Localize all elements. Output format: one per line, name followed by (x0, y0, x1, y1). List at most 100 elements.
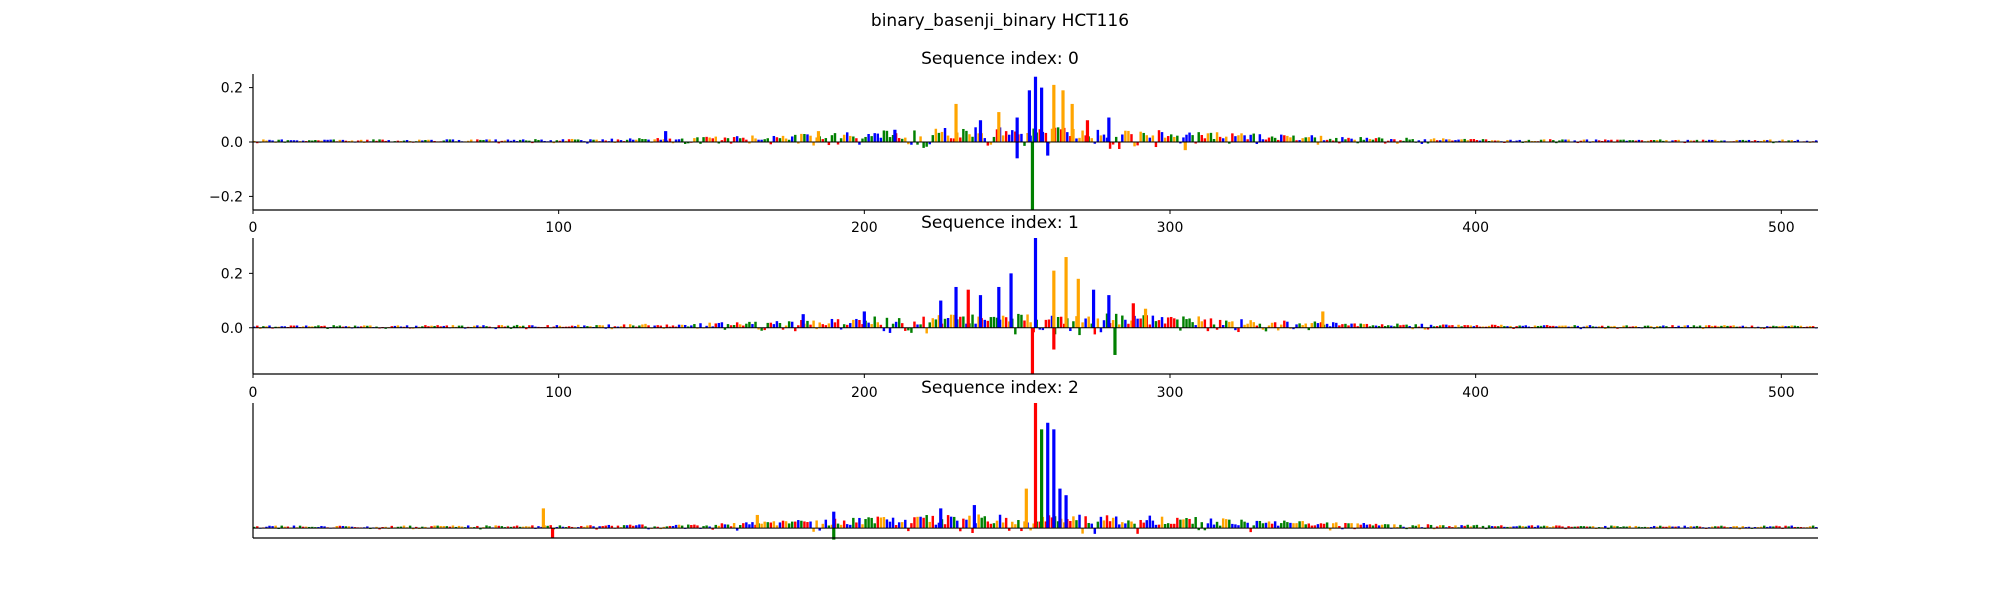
logo-background-letter (1405, 137, 1408, 142)
logo-background-letter (1301, 325, 1304, 328)
panel-title: Sequence index: 0 (921, 49, 1079, 69)
logo-background-letter (1310, 323, 1314, 328)
logo-background-letter (1558, 140, 1561, 142)
logo-background-letter (1267, 325, 1271, 328)
logo-background-letter (913, 517, 916, 529)
logo-background-letter (528, 140, 531, 142)
logo-background-letter (347, 526, 351, 529)
logo-background-letter (1463, 138, 1466, 142)
logo-background-letter (827, 323, 831, 328)
logo-background-letter (861, 524, 864, 529)
logo-background-letter (815, 327, 818, 330)
logo-background-letter (992, 316, 996, 328)
logo-background-letter (952, 138, 956, 142)
logo-background-letter (680, 525, 684, 529)
logo-background-letter (1454, 140, 1457, 142)
logo-background-letter (558, 525, 562, 529)
logo-background-letter (1652, 525, 1656, 529)
logo-background-letter (870, 136, 873, 142)
logo-background-letter (1078, 514, 1081, 529)
logo-background-letter (1020, 133, 1023, 142)
logo-background-letter (1435, 326, 1439, 328)
logo-background-letter (891, 323, 895, 328)
logo-background-letter (1163, 323, 1167, 328)
logo-background-letter (687, 524, 690, 529)
logo-background-letter (577, 324, 580, 328)
logo-peak (1076, 278, 1080, 328)
logo-background-letter (1472, 139, 1476, 142)
logo-background-letter (1481, 326, 1485, 328)
logo-background-letter (509, 526, 513, 529)
logo-background-letter (1466, 524, 1469, 529)
axes: 0 100 200 300 400 500 0.2 0.0 −0.2 (209, 74, 1818, 236)
logo-background-letter (1659, 525, 1662, 529)
logo-background-letter (943, 318, 947, 328)
logo-background-letter (277, 139, 280, 142)
logo-background-letter (855, 318, 858, 328)
logo-background-letter (1735, 326, 1738, 328)
logo-background-letter (1292, 523, 1295, 529)
logo-background-letter (1772, 325, 1775, 328)
logo-background-letter (1090, 323, 1093, 328)
logo-background-letter (653, 325, 656, 328)
logo-background-letter (1414, 324, 1417, 328)
logo-background-letter (1503, 526, 1506, 529)
logo-background-letter (1371, 525, 1375, 529)
y-tick-label: 0.2 (221, 81, 243, 97)
logo-background-letter (849, 524, 852, 529)
logo-background-letter (1744, 527, 1748, 529)
logo-background-letter (1787, 140, 1790, 142)
logo-background-letter (1445, 324, 1448, 328)
logo-background-letter (1289, 327, 1292, 329)
logo-background-letter (515, 324, 519, 328)
logo-background-letter (1261, 327, 1265, 330)
logo-background-letter (1787, 526, 1790, 529)
logo-background-letter (518, 139, 522, 142)
logo-background-letter (632, 139, 635, 142)
logo-background-letter (668, 326, 672, 328)
logo-background-letter (916, 142, 919, 145)
logo-background-letter (1007, 528, 1011, 531)
logo-background-letter (1500, 525, 1503, 529)
logo-background-letter (1469, 139, 1472, 142)
logo-background-letter (1457, 139, 1460, 142)
logo-background-letter (677, 524, 681, 529)
logo-background-letter (445, 526, 449, 529)
logo-background-letter (803, 134, 806, 142)
logo-background-letter (1484, 139, 1488, 142)
logo-background-letter (1613, 525, 1616, 529)
logo-background-letter (421, 526, 424, 529)
logo-background-letter (729, 526, 733, 529)
logo-background-letter (784, 325, 788, 328)
logo-background-letter (1741, 325, 1745, 328)
logo-background-letter (1014, 327, 1017, 335)
logo-background-letter (1549, 325, 1552, 328)
logo-background-letter (717, 142, 721, 144)
logo-background-letter (1494, 526, 1497, 529)
logo-background-letter (531, 142, 534, 144)
logo-background-letter (1460, 139, 1463, 142)
logo-background-letter (1487, 325, 1491, 328)
logo-background-letter (1374, 523, 1378, 529)
logo-background-letter (268, 139, 271, 142)
logo-background-letter (289, 140, 293, 142)
logo-background-letter (1490, 324, 1494, 328)
logo-background-letter (476, 325, 479, 328)
logo-background-letter (800, 520, 803, 529)
logo-background-letter (983, 319, 986, 328)
logo-background-letter (265, 526, 268, 529)
logo-background-letter (592, 139, 595, 142)
logo-background-letter (1298, 140, 1301, 142)
logo-background-letter (1656, 526, 1659, 529)
logo-background-letter (995, 129, 999, 142)
logo-background-letter (1454, 525, 1457, 529)
logo-background-letter (1662, 325, 1665, 328)
logo-background-letter (494, 139, 497, 142)
logo-background-letter (1310, 135, 1314, 142)
logo-background-letter (1356, 523, 1359, 529)
logo-background-letter (1020, 314, 1023, 328)
logo-background-letter (1564, 325, 1567, 328)
logo-background-letter (347, 140, 351, 142)
logo-background-letter (528, 325, 531, 328)
logo-background-letter (567, 139, 571, 142)
